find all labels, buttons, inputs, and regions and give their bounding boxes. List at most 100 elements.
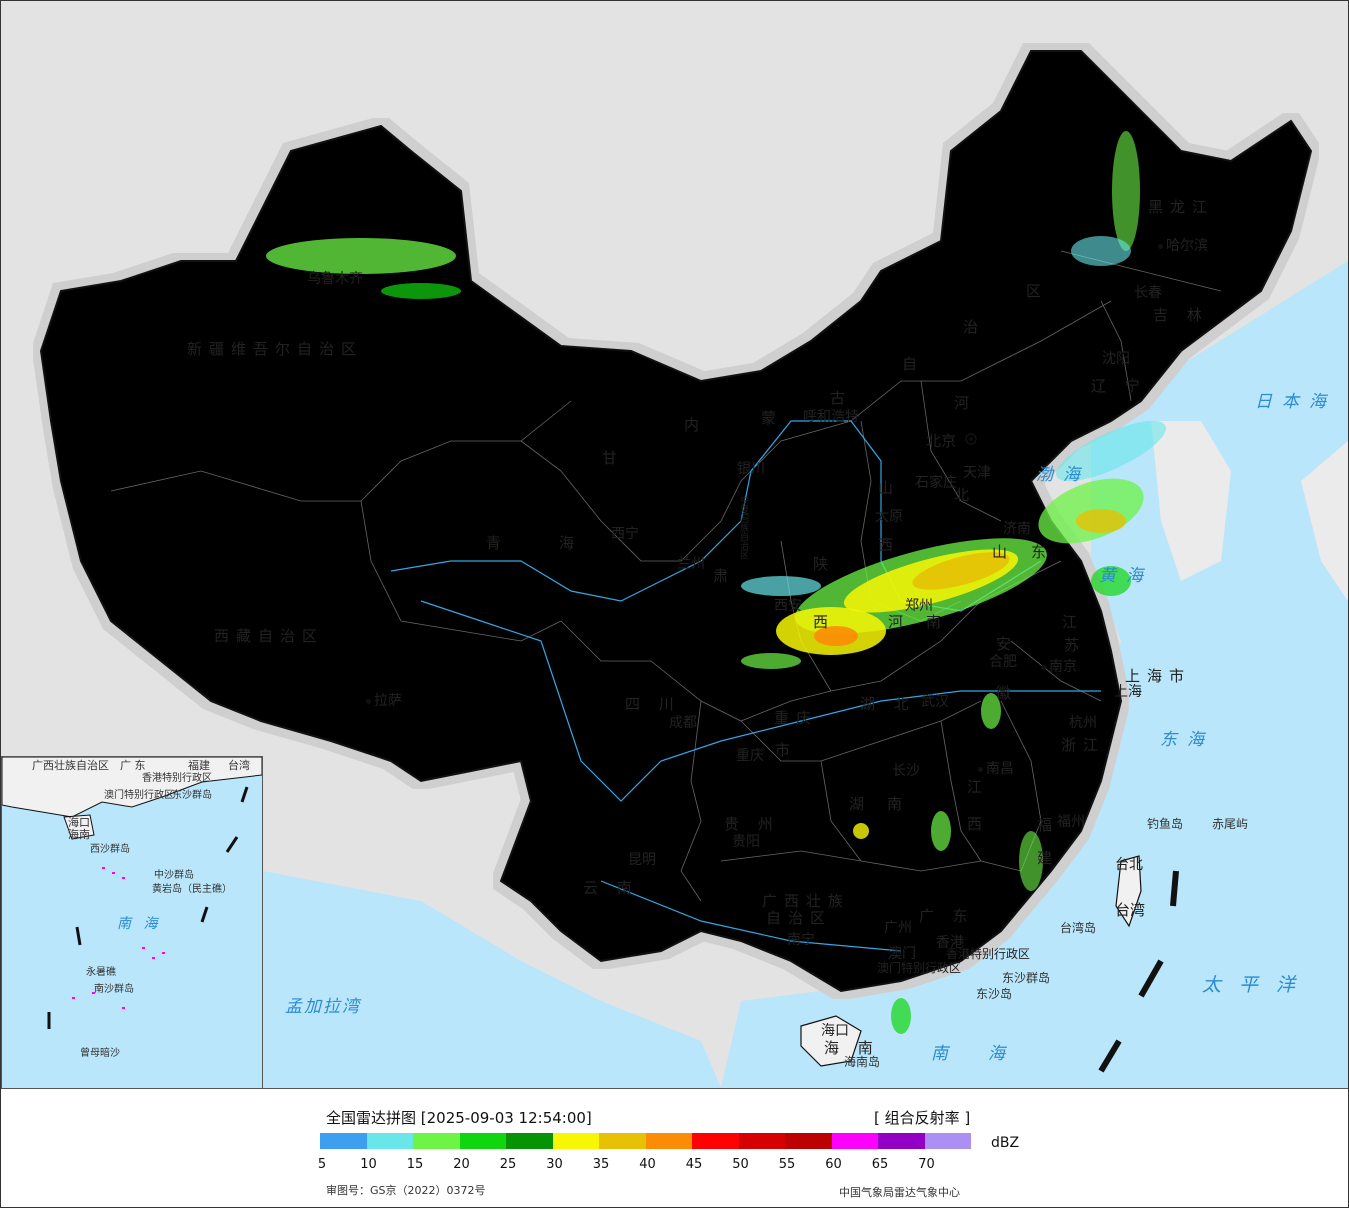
inset-hk: 香港特别行政区 bbox=[142, 773, 212, 784]
label-yunnan: 云 南 bbox=[583, 879, 639, 897]
label-hainan: 海 南 bbox=[824, 1039, 880, 1057]
inset-yongshu: 永暑礁 bbox=[86, 967, 116, 978]
label-shaanxi-2: 西 bbox=[813, 613, 829, 631]
legend-tick: 25 bbox=[499, 1157, 517, 1172]
inset-guangxi: 广西壮族自治区 bbox=[32, 759, 109, 772]
legend-title: 全国雷达拼图 [2025-09-03 12:54:00] bbox=[326, 1109, 592, 1127]
label-fujian-2: 建 bbox=[1037, 849, 1053, 867]
south-china-sea-inset: 广西壮族自治区 广 东 福建 台湾 香港特别行政区 澳门特别行政区 海口 海南 … bbox=[1, 756, 263, 1089]
city-zhengzhou: 郑州 bbox=[905, 598, 933, 614]
city-guangzhou: 广州 bbox=[884, 920, 912, 936]
inset-haikou: 海口 bbox=[68, 816, 90, 829]
label-jiangxi-2: 西 bbox=[967, 815, 983, 833]
city-jinan: 济南 bbox=[1003, 521, 1031, 537]
city-changsha: 长沙 bbox=[892, 763, 920, 779]
label-zhejiang: 浙江 bbox=[1061, 736, 1106, 754]
korea-land bbox=[1151, 421, 1231, 581]
label-hubei: 湖 北 bbox=[860, 695, 916, 713]
inset-nansha: 南沙群岛 bbox=[94, 984, 134, 995]
color-swatch bbox=[320, 1133, 367, 1149]
inset-macau: 澳门特别行政区 bbox=[104, 790, 174, 801]
color-swatch bbox=[459, 1133, 506, 1149]
sea-japan: 日本海 bbox=[1255, 392, 1336, 412]
map-canvas bbox=[40, 50, 1348, 1088]
label-anhui-1: 安 bbox=[996, 635, 1012, 653]
city-xian: 西安 bbox=[774, 598, 802, 614]
label-hebei-1: 河 bbox=[954, 394, 970, 412]
label-shandong-1: 山 bbox=[992, 543, 1008, 561]
legend-tick: 15 bbox=[406, 1157, 424, 1172]
legend-unit: dBZ bbox=[991, 1135, 1020, 1151]
city-chengdu: 成都 bbox=[669, 715, 697, 731]
label-shanghai-city: 上海市 bbox=[1125, 667, 1192, 685]
label-neimenggu-2: 蒙 bbox=[761, 409, 777, 427]
sea-south-china: 南海 bbox=[931, 1044, 1045, 1064]
label-shanxi-1: 山 bbox=[878, 479, 894, 497]
color-swatch bbox=[366, 1133, 413, 1149]
china-radar-map: 新疆维吾尔自治区 西藏自治区 青 海 甘 肃 内 蒙 古 自 治 区 黑龙江 吉… bbox=[1, 1, 1348, 1089]
color-swatch bbox=[413, 1133, 460, 1149]
label-hunan-1: 湖 bbox=[849, 795, 865, 813]
sea-bohai: 渤海 bbox=[1036, 465, 1090, 485]
label-chongqing-2: 市 bbox=[775, 741, 791, 759]
city-harbin: 哈尔滨 bbox=[1158, 239, 1208, 253]
inset-hainan: 海南 bbox=[68, 828, 90, 841]
city-nanchang: 南昌 bbox=[978, 762, 1014, 776]
label-xinjiang: 新疆维吾尔自治区 bbox=[187, 340, 364, 358]
color-swatch bbox=[878, 1133, 925, 1149]
city-changchun: 长春 bbox=[1134, 285, 1162, 301]
sea-east-china: 东海 bbox=[1160, 730, 1214, 750]
hainan-island bbox=[800, 1015, 862, 1067]
inset-xisha: 西沙群岛 bbox=[90, 844, 130, 855]
label-heilongjiang: 黑龙江 bbox=[1148, 198, 1215, 216]
city-shanghai: 上海 bbox=[1114, 684, 1142, 700]
label-jiangxi-1: 江 bbox=[967, 778, 983, 796]
color-swatch bbox=[552, 1133, 599, 1149]
island-diaoyu: 钓鱼岛 bbox=[1147, 817, 1184, 831]
island-taiwan: 台湾岛 bbox=[1060, 921, 1097, 935]
city-hongkong: 香港 bbox=[936, 935, 964, 951]
legend-tick: 20 bbox=[453, 1157, 470, 1172]
sea-pacific: 太平洋 bbox=[1202, 974, 1314, 996]
label-hebei-2: 北 bbox=[954, 486, 970, 504]
color-swatch bbox=[924, 1133, 971, 1149]
credit: 中国气象局雷达气象中心 bbox=[839, 1186, 960, 1199]
legend-tick: 35 bbox=[592, 1157, 610, 1172]
legend-tick: 5 bbox=[317, 1157, 327, 1172]
label-shanxi-2: 西 bbox=[878, 536, 894, 554]
radar-echoes bbox=[266, 131, 1166, 1034]
label-neimenggu-3: 古 bbox=[830, 389, 846, 407]
label-neimenggu-4: 自 bbox=[902, 355, 918, 373]
city-beijing: 北京 bbox=[926, 432, 957, 450]
label-sichuan: 四 川 bbox=[625, 695, 681, 713]
maritime-boundary bbox=[1098, 870, 1179, 1073]
inset-huangyan: 黄岩岛（民主礁） bbox=[152, 884, 232, 895]
city-guiyang: 贵阳 bbox=[732, 834, 760, 850]
approval-number: 审图号：GS京（2022）0372号 bbox=[326, 1184, 486, 1197]
legend-tick: 30 bbox=[546, 1157, 563, 1172]
color-swatch bbox=[645, 1133, 692, 1149]
label-hunan-2: 南 bbox=[887, 795, 903, 813]
city-haikou: 海口 bbox=[821, 1023, 849, 1039]
inset-dongsha: 东沙群岛 bbox=[172, 790, 212, 801]
label-macau-sar: 澳门特别行政区 bbox=[877, 961, 962, 975]
label-liaoning: 辽 宁 bbox=[1091, 377, 1147, 395]
inset-zhongsha: 中沙群岛 bbox=[154, 870, 194, 881]
label-guangxi-2: 自治区 bbox=[766, 909, 833, 927]
city-hohhot: 呼和浩特 bbox=[803, 409, 859, 425]
city-nanjing: 南京 bbox=[1041, 660, 1077, 674]
island-chiwei: 赤尾屿 bbox=[1212, 817, 1249, 831]
city-lanzhou: 兰州 bbox=[677, 556, 705, 572]
legend-tick: 50 bbox=[732, 1157, 749, 1172]
label-qinghai-2: 海 bbox=[559, 534, 575, 552]
sea-bay-of-bengal: 孟加拉湾 bbox=[285, 997, 361, 1017]
city-macao: 澳门 bbox=[888, 946, 916, 962]
label-henan-2: 南 bbox=[926, 613, 942, 631]
color-swatch bbox=[738, 1133, 785, 1149]
legend-tick: 60 bbox=[825, 1157, 842, 1172]
label-shaanxi-1: 陕 bbox=[813, 555, 829, 573]
taiwan-island bbox=[1115, 855, 1142, 928]
color-swatch bbox=[831, 1133, 878, 1149]
city-chongqing: 重庆 bbox=[736, 748, 764, 764]
